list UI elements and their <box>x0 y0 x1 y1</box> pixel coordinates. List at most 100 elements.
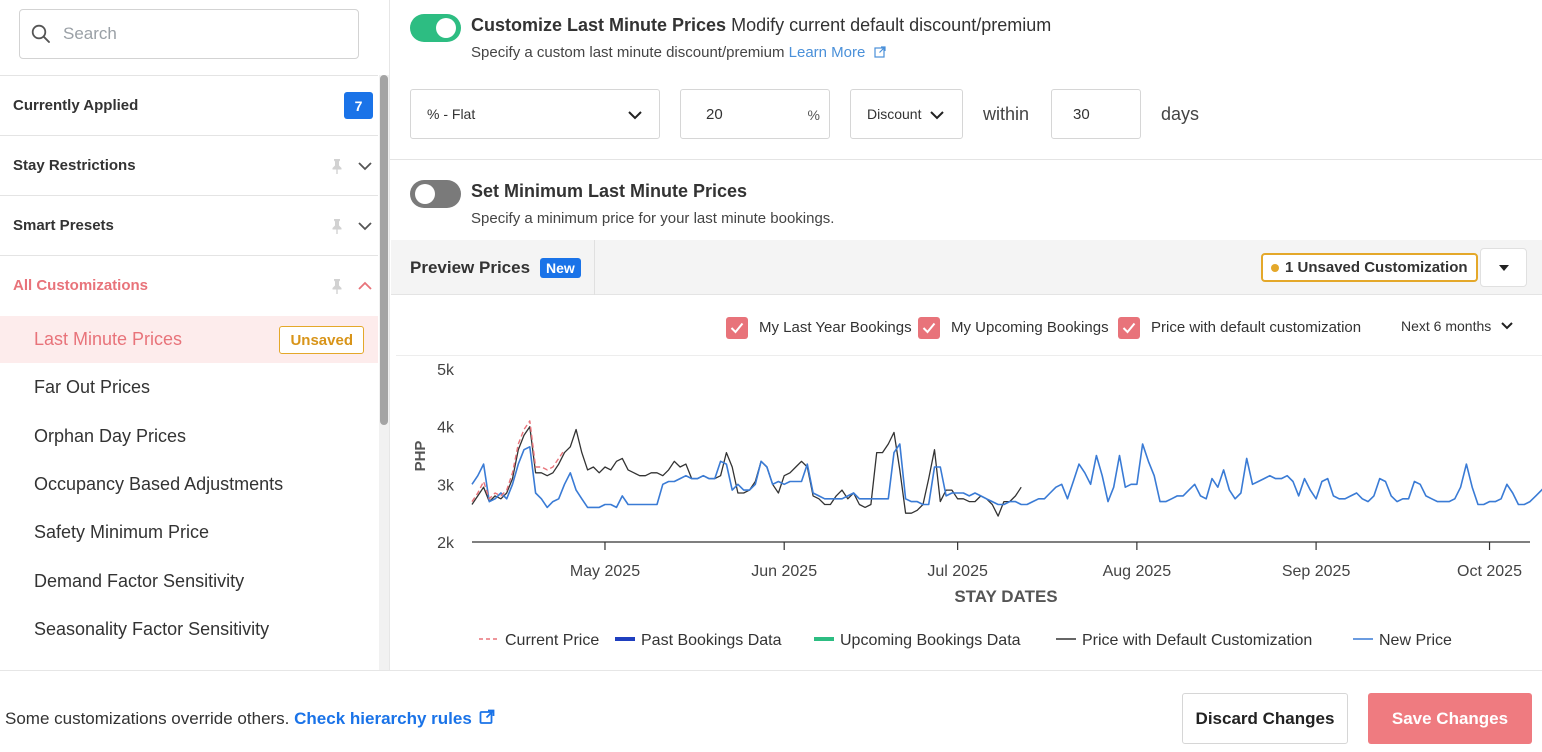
sidebar-item-label: Seasonality Factor Sensitivity <box>34 619 270 639</box>
save-changes-button[interactable]: Save Changes <box>1368 693 1532 744</box>
section-divider <box>390 159 1542 160</box>
legend-label: Current Price <box>505 632 599 649</box>
sidebar-item-label: Safety Minimum Price <box>34 522 210 542</box>
toggle-knob <box>436 18 456 38</box>
sidebar-item-label: Far Out Prices <box>34 377 151 397</box>
pin-icon[interactable] <box>330 158 344 174</box>
section-smart-presets[interactable]: Smart Presets <box>0 195 378 255</box>
price-chart: 2k 3k 4k 5k May 2025 Jun 2025 Jul 2025 Aug 2025… <box>396 355 1542 670</box>
learn-more-link[interactable]: Learn More <box>789 44 886 61</box>
section-all-customizations[interactable]: All Customizations <box>0 255 378 315</box>
checkbox-label: Price with default customization <box>1151 319 1362 336</box>
y-tick-label: 2k <box>437 535 455 552</box>
section-title: Customize Last Minute Prices <box>471 15 727 35</box>
days-input[interactable]: 30 <box>1051 89 1141 139</box>
customize-last-minute-toggle[interactable] <box>410 14 461 42</box>
footer: Some customizations override others. Che… <box>0 670 1542 752</box>
sidebar-scrollbar[interactable] <box>379 75 389 670</box>
sidebar-item-label: Occupancy Based Adjustments <box>34 474 284 494</box>
external-link-icon <box>479 709 494 724</box>
checkbox-upcoming-bookings[interactable] <box>918 317 940 339</box>
min-last-minute-toggle[interactable] <box>410 180 461 208</box>
y-tick-label: 5k <box>437 362 455 379</box>
search-box[interactable] <box>19 9 359 59</box>
toggle-knob <box>415 184 435 204</box>
legend-label: Price with Default Customization <box>1082 632 1312 649</box>
sidebar-item-last-minute-prices[interactable]: Last Minute Prices Unsaved <box>0 316 378 363</box>
checkbox-label: My Last Year Bookings <box>759 319 912 336</box>
y-tick-label: 4k <box>437 420 455 437</box>
unsaved-tag: Unsaved <box>279 326 364 354</box>
scrollbar-thumb[interactable] <box>380 75 388 425</box>
legend-label: New Price <box>1379 632 1452 649</box>
amount-input[interactable]: 20 % <box>680 89 830 139</box>
unsaved-customization-button[interactable]: 1 Unsaved Customization <box>1261 253 1478 282</box>
sidebar-item-safety-minimum-price[interactable]: Safety Minimum Price <box>0 509 378 556</box>
section-label: Smart Presets <box>13 217 114 234</box>
legend-label: Upcoming Bookings Data <box>840 632 1021 649</box>
checkmark-icon <box>922 322 936 334</box>
days-label: days <box>1161 104 1200 124</box>
pin-icon[interactable] <box>330 278 344 294</box>
y-tick-label: 3k <box>437 477 455 494</box>
sidebar-item-seasonality-factor-sensitivity[interactable]: Seasonality Factor Sensitivity <box>0 606 378 653</box>
x-tick-label: Oct 2025 <box>1457 563 1522 580</box>
section-currently-applied[interactable]: Currently Applied 7 <box>0 75 378 135</box>
hierarchy-rules-link[interactable]: Check hierarchy rules <box>294 709 494 728</box>
search-input[interactable] <box>63 24 333 44</box>
within-label: within <box>983 104 1030 124</box>
chevron-down-icon <box>930 111 944 120</box>
status-dot <box>1271 263 1279 272</box>
date-range-select[interactable]: Next 6 months <box>1401 318 1514 334</box>
pin-icon[interactable] <box>330 218 344 234</box>
section-stay-restrictions[interactable]: Stay Restrictions <box>0 135 378 195</box>
description-text: Specify a custom last minute discount/pr… <box>471 44 785 61</box>
checkbox-label: My Upcoming Bookings <box>951 319 1109 336</box>
sidebar-item-label: Last Minute Prices <box>34 329 183 349</box>
direction-value: Discount <box>867 106 922 122</box>
x-tick-label: Sep 2025 <box>1282 563 1351 580</box>
sidebar-item-label: Orphan Day Prices <box>34 426 187 446</box>
customize-last-minute-heading: Customize Last Minute Prices Modify curr… <box>471 15 1051 36</box>
chevron-down-icon[interactable] <box>357 158 373 174</box>
chevron-up-icon[interactable] <box>357 278 373 294</box>
sidebar-item-label: Demand Factor Sensitivity <box>34 571 245 591</box>
date-range-label: Next 6 months <box>1401 318 1492 334</box>
series-current-price <box>471 420 566 502</box>
chevron-down-icon[interactable] <box>357 218 373 234</box>
price-chart-svg: 2k 3k 4k 5k May 2025 Jun 2025 Jul 2025 Aug 2025… <box>412 362 1542 649</box>
preview-dropdown-button[interactable] <box>1480 248 1527 287</box>
caret-down-icon <box>1498 264 1509 271</box>
new-badge: New <box>540 258 581 278</box>
series-new-price <box>471 443 1542 509</box>
sidebar-item-demand-factor-sensitivity[interactable]: Demand Factor Sensitivity <box>0 558 378 605</box>
sidebar-item-orphan-day-prices[interactable]: Orphan Day Prices <box>0 413 378 460</box>
y-axis-title: PHP <box>412 441 429 472</box>
search-icon <box>31 24 50 43</box>
section-label: All Customizations <box>13 277 149 294</box>
applied-count-badge: 7 <box>344 92 373 119</box>
checkmark-icon <box>730 322 744 334</box>
preview-title: Preview Prices <box>410 258 531 277</box>
amount-unit: % <box>807 107 820 123</box>
checkbox-last-year-bookings[interactable] <box>726 317 748 339</box>
sidebar-item-far-out-prices[interactable]: Far Out Prices <box>0 364 378 411</box>
checkbox-default-customization[interactable] <box>1118 317 1140 339</box>
section-subtitle: Modify current default discount/premium <box>731 15 1052 35</box>
x-tick-label: Jun 2025 <box>751 563 817 580</box>
x-tick-label: Jul 2025 <box>927 563 988 580</box>
discard-changes-button[interactable]: Discard Changes <box>1182 693 1348 744</box>
customize-last-minute-description: Specify a custom last minute discount/pr… <box>471 44 886 61</box>
chevron-down-icon <box>1501 322 1513 330</box>
x-tick-label: Aug 2025 <box>1103 563 1172 580</box>
sidebar-item-occupancy-based-adjustments[interactable]: Occupancy Based Adjustments <box>0 461 378 508</box>
min-last-minute-description: Specify a minimum price for your last mi… <box>471 210 835 227</box>
sidebar: Currently Applied 7 Stay Restrictions Sm… <box>0 0 390 670</box>
days-value: 30 <box>1073 105 1090 123</box>
adjustment-type-select[interactable]: % - Flat <box>410 89 660 139</box>
x-axis-title: STAY DATES <box>954 587 1057 606</box>
preview-divider <box>594 240 595 295</box>
preview-prices-bar: Preview Prices New 1 Unsaved Customizati… <box>391 240 1542 295</box>
learn-more-label: Learn More <box>788 44 866 61</box>
direction-select[interactable]: Discount <box>850 89 963 139</box>
